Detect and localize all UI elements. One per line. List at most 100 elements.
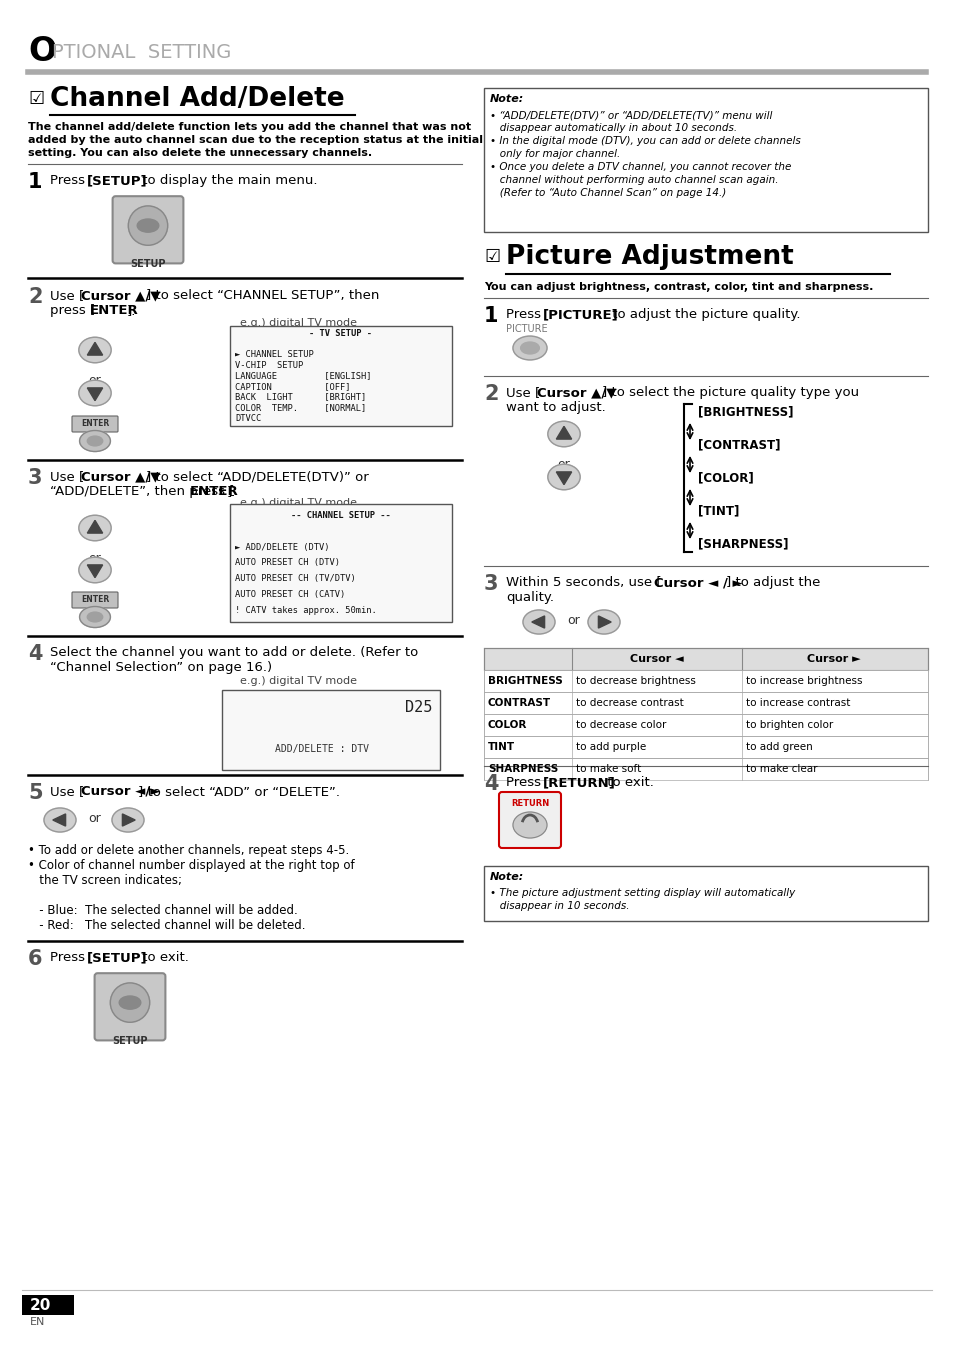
Bar — [222, 690, 439, 770]
Text: BACK  LIGHT      [BRIGHT]: BACK LIGHT [BRIGHT] — [234, 392, 366, 402]
Text: Press: Press — [505, 776, 545, 789]
Polygon shape — [556, 472, 571, 485]
Text: to increase brightness: to increase brightness — [745, 675, 862, 686]
Circle shape — [129, 206, 168, 245]
Text: Note:: Note: — [490, 94, 524, 104]
Text: Cursor ▲/▼: Cursor ▲/▼ — [81, 288, 160, 302]
Text: Channel Add/Delete: Channel Add/Delete — [50, 86, 344, 112]
Text: 6: 6 — [28, 949, 43, 969]
Text: SETUP: SETUP — [131, 259, 166, 270]
Text: [TINT]: [TINT] — [698, 504, 739, 518]
Bar — [22, 1295, 74, 1316]
Text: ENTER: ENTER — [190, 485, 238, 497]
Text: [BRIGHTNESS]: [BRIGHTNESS] — [698, 406, 793, 418]
Text: to add green: to add green — [745, 741, 812, 752]
Polygon shape — [556, 426, 571, 439]
Text: to exit.: to exit. — [138, 950, 189, 964]
Text: • Once you delete a DTV channel, you cannot recover the: • Once you delete a DTV channel, you can… — [490, 162, 791, 173]
Text: [PICTURE]: [PICTURE] — [542, 307, 618, 321]
Text: to make clear: to make clear — [745, 764, 817, 774]
Text: Cursor ►: Cursor ► — [806, 654, 860, 665]
Text: • The picture adjustment setting display will automatically: • The picture adjustment setting display… — [490, 888, 795, 898]
Text: ☑: ☑ — [28, 90, 44, 108]
Bar — [483, 648, 927, 670]
Text: to make soft: to make soft — [576, 764, 640, 774]
Ellipse shape — [79, 515, 112, 541]
Text: Cursor ◄/►: Cursor ◄/► — [81, 785, 160, 798]
Text: press [: press [ — [50, 305, 95, 317]
Ellipse shape — [44, 807, 76, 832]
Text: ] to adjust the: ] to adjust the — [725, 576, 820, 589]
Text: to decrease contrast: to decrease contrast — [576, 698, 683, 708]
Text: Cursor ◄ / ►: Cursor ◄ / ► — [654, 576, 742, 589]
Text: RETURN: RETURN — [511, 798, 549, 807]
Text: to add purple: to add purple — [576, 741, 645, 752]
Text: 2: 2 — [483, 384, 498, 404]
Text: setting. You can also delete the unnecessary channels.: setting. You can also delete the unneces… — [28, 148, 372, 158]
Text: [SETUP]: [SETUP] — [87, 174, 148, 187]
Text: Cursor ▲/▼: Cursor ▲/▼ — [537, 386, 616, 399]
Text: ] to select the picture quality type you: ] to select the picture quality type you — [601, 386, 859, 399]
Text: [CONTRAST]: [CONTRAST] — [698, 438, 780, 452]
Text: to display the main menu.: to display the main menu. — [138, 174, 317, 187]
Text: AUTO PRESET CH (CATV): AUTO PRESET CH (CATV) — [234, 590, 345, 599]
Text: - TV SETUP -: - TV SETUP - — [309, 329, 372, 338]
Text: only for major channel.: only for major channel. — [490, 150, 619, 159]
Text: added by the auto channel scan due to the reception status at the initial: added by the auto channel scan due to th… — [28, 135, 482, 146]
Text: • Color of channel number displayed at the right top of: • Color of channel number displayed at t… — [28, 859, 355, 872]
Text: Use [: Use [ — [50, 470, 84, 483]
FancyBboxPatch shape — [498, 793, 560, 848]
Ellipse shape — [79, 557, 112, 582]
Text: ENTER: ENTER — [90, 305, 138, 317]
Polygon shape — [52, 814, 66, 826]
Bar — [483, 865, 927, 921]
Ellipse shape — [88, 612, 103, 621]
Text: • In the digital mode (DTV), you can add or delete channels: • In the digital mode (DTV), you can add… — [490, 136, 800, 146]
Text: 4: 4 — [483, 774, 498, 794]
Text: Within 5 seconds, use [: Within 5 seconds, use [ — [505, 576, 661, 589]
Ellipse shape — [513, 811, 546, 838]
Ellipse shape — [79, 380, 112, 406]
Text: ] to select “CHANNEL SETUP”, then: ] to select “CHANNEL SETUP”, then — [146, 288, 379, 302]
Text: 4: 4 — [28, 644, 43, 665]
Text: LANGUAGE         [ENGLISH]: LANGUAGE [ENGLISH] — [234, 372, 371, 380]
Text: The channel add/delete function lets you add the channel that was not: The channel add/delete function lets you… — [28, 123, 471, 132]
FancyBboxPatch shape — [71, 592, 118, 608]
Text: ENTER: ENTER — [81, 596, 109, 604]
Text: [RETURN]: [RETURN] — [542, 776, 616, 789]
Text: [COLOR]: [COLOR] — [698, 472, 753, 484]
Ellipse shape — [513, 336, 546, 360]
Text: • To add or delete another channels, repeat steps 4-5.: • To add or delete another channels, rep… — [28, 844, 349, 857]
Text: EN: EN — [30, 1317, 46, 1326]
FancyBboxPatch shape — [71, 417, 118, 431]
Text: PICTURE: PICTURE — [505, 324, 547, 334]
Text: 2: 2 — [28, 287, 43, 307]
Ellipse shape — [88, 437, 103, 446]
Text: e.g.) digital TV mode: e.g.) digital TV mode — [240, 318, 356, 328]
Text: O: O — [28, 35, 56, 67]
Text: or: or — [558, 458, 570, 470]
Text: Use [: Use [ — [505, 386, 539, 399]
Text: e.g.) digital TV mode: e.g.) digital TV mode — [240, 675, 356, 686]
FancyBboxPatch shape — [112, 197, 183, 263]
Text: - Blue:  The selected channel will be added.: - Blue: The selected channel will be add… — [28, 905, 297, 917]
Text: to brighten color: to brighten color — [745, 720, 832, 731]
Text: Press: Press — [50, 174, 90, 187]
Polygon shape — [88, 520, 103, 532]
Text: You can adjust brightness, contrast, color, tint and sharpness.: You can adjust brightness, contrast, col… — [483, 282, 872, 293]
Text: to decrease color: to decrease color — [576, 720, 666, 731]
Text: to decrease brightness: to decrease brightness — [576, 675, 695, 686]
Text: Select the channel you want to add or delete. (Refer to: Select the channel you want to add or de… — [50, 646, 417, 659]
Text: V-CHIP  SETUP: V-CHIP SETUP — [234, 361, 303, 369]
Bar — [483, 758, 927, 780]
Text: DTVCC: DTVCC — [234, 414, 261, 423]
Polygon shape — [598, 616, 611, 628]
Text: [SETUP]: [SETUP] — [87, 950, 148, 964]
Text: ADD/DELETE : DTV: ADD/DELETE : DTV — [274, 744, 369, 754]
Polygon shape — [88, 388, 103, 400]
Text: CAPTION          [OFF]: CAPTION [OFF] — [234, 381, 350, 391]
Bar — [230, 326, 452, 426]
Text: ► ADD/DELETE (DTV): ► ADD/DELETE (DTV) — [234, 543, 329, 551]
Text: SHARPNESS: SHARPNESS — [488, 764, 558, 774]
Ellipse shape — [79, 337, 112, 363]
